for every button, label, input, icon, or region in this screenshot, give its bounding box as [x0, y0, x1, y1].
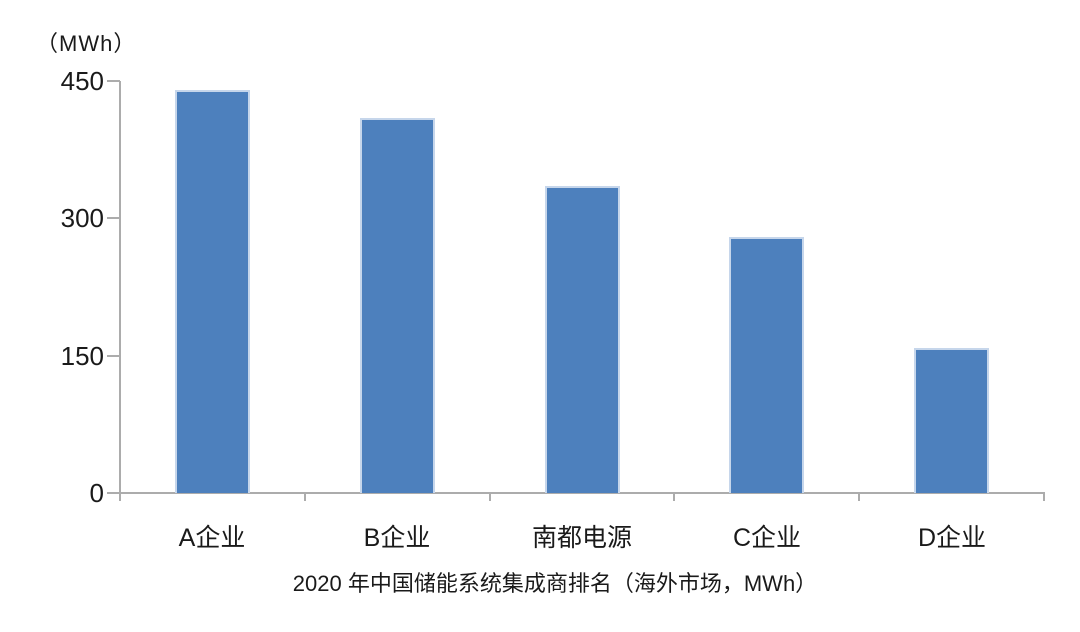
x-axis-line [118, 492, 1045, 494]
bar [545, 186, 620, 493]
x-tick-mark [303, 493, 306, 501]
y-tick-label: 0 [89, 478, 104, 508]
y-tick-mark [107, 354, 120, 357]
bar [729, 237, 804, 493]
bar [914, 348, 989, 493]
x-tick-mark [673, 493, 676, 501]
y-axis-line [119, 81, 121, 501]
x-tick-mark [858, 493, 861, 501]
bar [360, 118, 435, 493]
bar [175, 90, 250, 493]
y-tick-mark [107, 492, 120, 494]
x-axis-label: 南都电源 [531, 524, 632, 552]
x-axis-label: A企业 [178, 524, 246, 552]
y-tick-label: 150 [60, 340, 104, 371]
y-tick-label: 300 [60, 203, 104, 234]
x-tick-mark [1043, 493, 1045, 501]
y-tick-label: 450 [60, 66, 104, 96]
y-tick-mark [107, 80, 120, 82]
x-axis-label: C企业 [732, 524, 802, 552]
y-tick-mark [107, 217, 120, 220]
y-axis-unit-label: （MWh） [36, 31, 137, 56]
chart-title: 2020 年中国储能系统集成商排名（海外市场，MWh） [292, 571, 818, 596]
x-tick-mark [488, 493, 491, 501]
x-axis-label: D企业 [917, 524, 987, 552]
x-axis-label: B企业 [363, 524, 431, 552]
